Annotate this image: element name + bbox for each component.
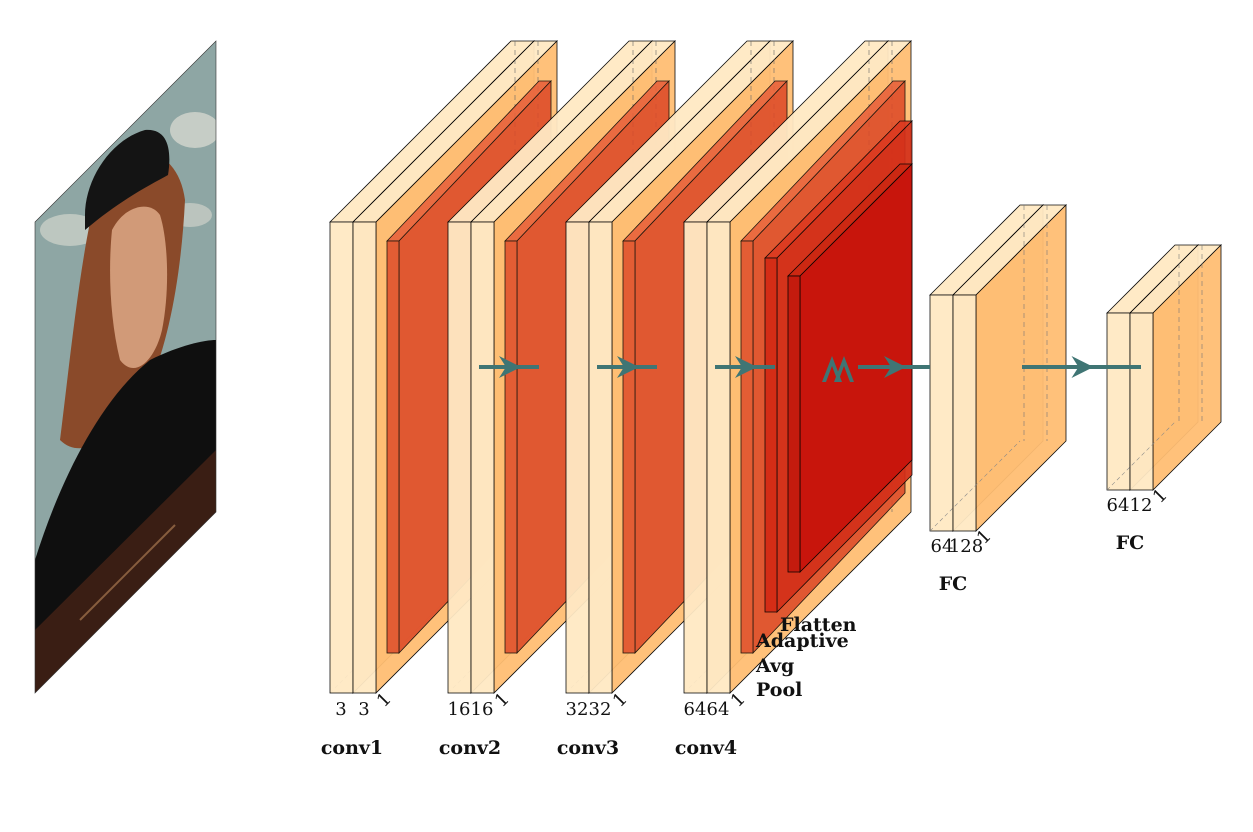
conv4-slice-a-front [683,221,708,694]
conv2-dim-b: 16 [471,699,494,720]
conv1-dim-b: 3 [358,699,369,720]
arrow-fc1-fc2-head [1071,356,1094,378]
fc2-hidden-edge [1106,421,1176,491]
conv1-pool-slab-front [386,240,400,654]
fc1-slice-b [952,204,1067,532]
arrow-conv2-conv3 [597,356,657,378]
arrow-conv1-conv2 [479,356,539,378]
conv1-slice-b-front [352,221,377,694]
conv3-slice-b-front [588,221,613,694]
labels: 3 3 1 conv1 16 16 1 conv2 32 32 1 conv3 … [321,485,1172,759]
adaptive-label-line2: Avg [755,655,794,677]
fc2-label: FC [1116,532,1145,554]
double-arrow-mark [822,356,854,382]
conv2-slice-a-front [447,221,472,694]
flatten-slab [787,163,913,573]
fc2-slice-a-front [1106,312,1131,491]
fc-blocks [929,204,1222,532]
conv1-dim-c: 1 [373,689,396,712]
conv1-label: conv1 [321,737,383,759]
face-shape [110,206,168,369]
arrow-conv3-conv4-head [735,356,757,378]
flatten-label: Flatten [780,614,857,636]
conv3-slice-a-front [565,221,590,694]
conv3-dim-a: 32 [566,699,589,720]
conv3-dim-b: 32 [589,699,612,720]
conv2-pool-slab-front [504,240,518,654]
arrow-flatten-fc1-head [884,356,906,378]
fc1-dim-a: 64 [931,536,954,557]
conv2-label: conv2 [439,737,501,759]
conv1-dim-a: 3 [335,699,346,720]
conv4-dim-b: 64 [707,699,730,720]
fc2-dim-a: 64 [1107,495,1130,516]
conv4-slice-b-front [706,221,731,694]
fc2-dim-b: 12 [1130,495,1153,516]
fc1-slice-b-front [952,294,977,532]
fc1-dim-b: 128 [949,536,983,557]
conv4-pool-slab-front [740,240,754,654]
fc2-slice-b [1129,244,1222,491]
arrow-conv3-conv4 [715,356,775,378]
conv4-dim-c: 1 [727,689,750,712]
fc2-block [1106,244,1222,491]
fc1-hidden-edge [929,440,1021,532]
hat-shape [85,129,170,230]
conv3-pool-slab-front [622,240,636,654]
input-image [34,40,217,694]
conv3-dim-c: 1 [609,689,632,712]
conv1-slice-a-front [329,221,354,694]
conv2-slice-b-front [470,221,495,694]
fc2-slice-b-front [1129,312,1154,491]
arrow-fc1-fc2 [1022,356,1141,378]
arrow-conv2-conv3-head [617,356,639,378]
connection-arrows [479,356,1141,382]
conv4-dim-a: 64 [684,699,707,720]
adaptive-label-line1: Adaptive [755,630,849,652]
fc1-slice-a-front [929,294,954,532]
flatten-slab-front [787,275,801,573]
conv-blocks [329,40,912,694]
arrow-flatten-fc1 [858,356,930,378]
adaptive-avgpool-slab-front [764,257,778,613]
conv3-label: conv3 [557,737,619,759]
fc1-block [929,204,1067,532]
arrow-conv1-conv2-head [499,356,521,378]
conv4-label: conv4 [675,737,737,759]
conv2-dim-c: 1 [491,689,514,712]
adaptive-label-line3: Pool [756,679,802,701]
double-arrow-right [834,356,854,382]
conv2-dim-a: 16 [448,699,471,720]
fc1-label: FC [939,573,968,595]
